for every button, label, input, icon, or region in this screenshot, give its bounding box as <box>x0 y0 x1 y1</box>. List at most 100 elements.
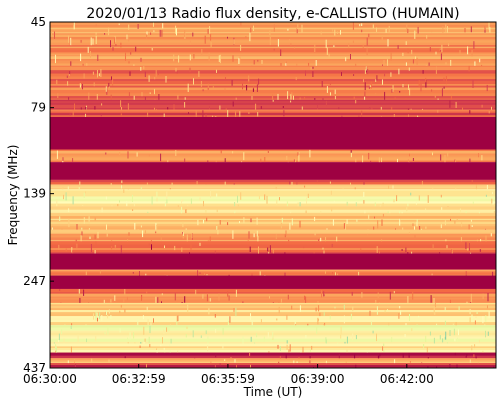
signal-speckle <box>470 293 472 303</box>
signal-speckle <box>209 236 211 242</box>
frequency-channel <box>50 29 496 33</box>
signal-speckle <box>72 250 74 254</box>
signal-speckle <box>321 81 323 87</box>
signal-speckle <box>148 243 150 246</box>
signal-speckle <box>204 35 206 44</box>
signal-speckle <box>440 53 442 61</box>
signal-speckle <box>343 315 345 324</box>
signal-speckle <box>380 106 382 110</box>
signal-speckle <box>135 46 137 52</box>
signal-speckle <box>120 113 122 117</box>
signal-speckle <box>268 351 270 353</box>
signal-speckle <box>402 84 404 88</box>
signal-speckle <box>251 96 253 100</box>
signal-speckle <box>376 246 378 253</box>
signal-speckle <box>475 316 477 319</box>
frequency-channel <box>50 211 496 213</box>
signal-speckle <box>163 113 165 117</box>
signal-speckle <box>445 239 447 242</box>
signal-speckle <box>269 36 271 46</box>
signal-speckle <box>83 73 85 79</box>
signal-speckle <box>434 312 436 315</box>
y-axis: 45 79 139 247 437 <box>23 15 54 375</box>
signal-speckle <box>376 27 377 32</box>
signal-speckle <box>215 354 217 358</box>
signal-speckle <box>478 211 480 214</box>
frequency-channel <box>50 358 496 361</box>
signal-speckle <box>454 352 456 356</box>
signal-speckle <box>222 327 224 335</box>
signal-speckle <box>429 47 431 52</box>
signal-speckle <box>140 342 142 344</box>
signal-speckle <box>297 152 299 156</box>
frequency-channel <box>50 65 496 67</box>
signal-speckle <box>149 344 151 348</box>
frequency-channel <box>50 305 496 309</box>
signal-speckle <box>317 104 318 110</box>
y-tick-label: 247 <box>23 274 46 288</box>
frequency-channel <box>50 87 496 90</box>
signal-speckle <box>256 230 258 237</box>
signal-speckle <box>177 205 179 207</box>
frequency-channel <box>50 206 496 209</box>
signal-speckle <box>156 195 158 202</box>
frequency-channel <box>50 313 496 317</box>
signal-speckle <box>447 152 449 157</box>
signal-speckle <box>193 54 195 59</box>
signal-speckle <box>320 211 322 214</box>
signal-speckle <box>110 315 112 319</box>
signal-speckle <box>174 245 176 251</box>
signal-speckle <box>280 222 282 229</box>
signal-speckle <box>414 226 415 230</box>
signal-speckle <box>106 310 107 315</box>
signal-speckle <box>207 29 209 34</box>
signal-speckle <box>334 96 336 100</box>
frequency-channel <box>50 47 496 50</box>
signal-speckle <box>368 33 370 38</box>
signal-speckle <box>164 352 166 353</box>
signal-speckle <box>227 291 229 297</box>
signal-speckle <box>240 192 242 200</box>
signal-speckle <box>248 231 250 239</box>
signal-speckle <box>160 233 162 241</box>
signal-speckle <box>146 306 148 313</box>
frequency-channel <box>50 298 496 300</box>
frequency-band <box>50 162 496 180</box>
signal-speckle <box>364 69 366 74</box>
frequency-channel <box>50 233 496 236</box>
signal-speckle <box>194 357 196 359</box>
signal-speckle <box>417 26 419 34</box>
signal-speckle <box>139 345 141 348</box>
signal-speckle <box>346 201 348 206</box>
signal-speckle <box>224 359 226 361</box>
signal-speckle <box>67 360 69 364</box>
signal-speckle <box>348 43 350 48</box>
signal-speckle <box>216 226 218 230</box>
signal-speckle <box>381 239 383 242</box>
frequency-channel <box>50 308 496 310</box>
signal-speckle <box>291 181 293 185</box>
signal-speckle <box>62 187 64 190</box>
signal-speckle <box>54 31 55 39</box>
frequency-channel <box>50 22 496 26</box>
signal-speckle <box>225 108 227 110</box>
frequency-channel <box>50 218 496 221</box>
signal-speckle <box>388 185 389 189</box>
signal-speckle <box>63 338 65 344</box>
signal-speckle <box>206 217 208 222</box>
signal-speckle <box>101 315 103 321</box>
signal-speckle <box>382 213 384 218</box>
signal-speckle <box>325 360 327 364</box>
signal-speckle <box>431 89 433 92</box>
y-tick-label: 45 <box>31 15 46 29</box>
signal-speckle <box>321 290 322 298</box>
signal-speckle <box>227 110 229 117</box>
signal-speckle <box>488 111 490 114</box>
frequency-channel <box>50 196 496 200</box>
signal-speckle <box>129 332 131 340</box>
plot-frame <box>49 21 497 369</box>
signal-speckle <box>104 331 106 335</box>
signal-speckle <box>228 317 230 321</box>
signal-speckle <box>286 314 288 320</box>
signal-speckle <box>66 75 68 78</box>
